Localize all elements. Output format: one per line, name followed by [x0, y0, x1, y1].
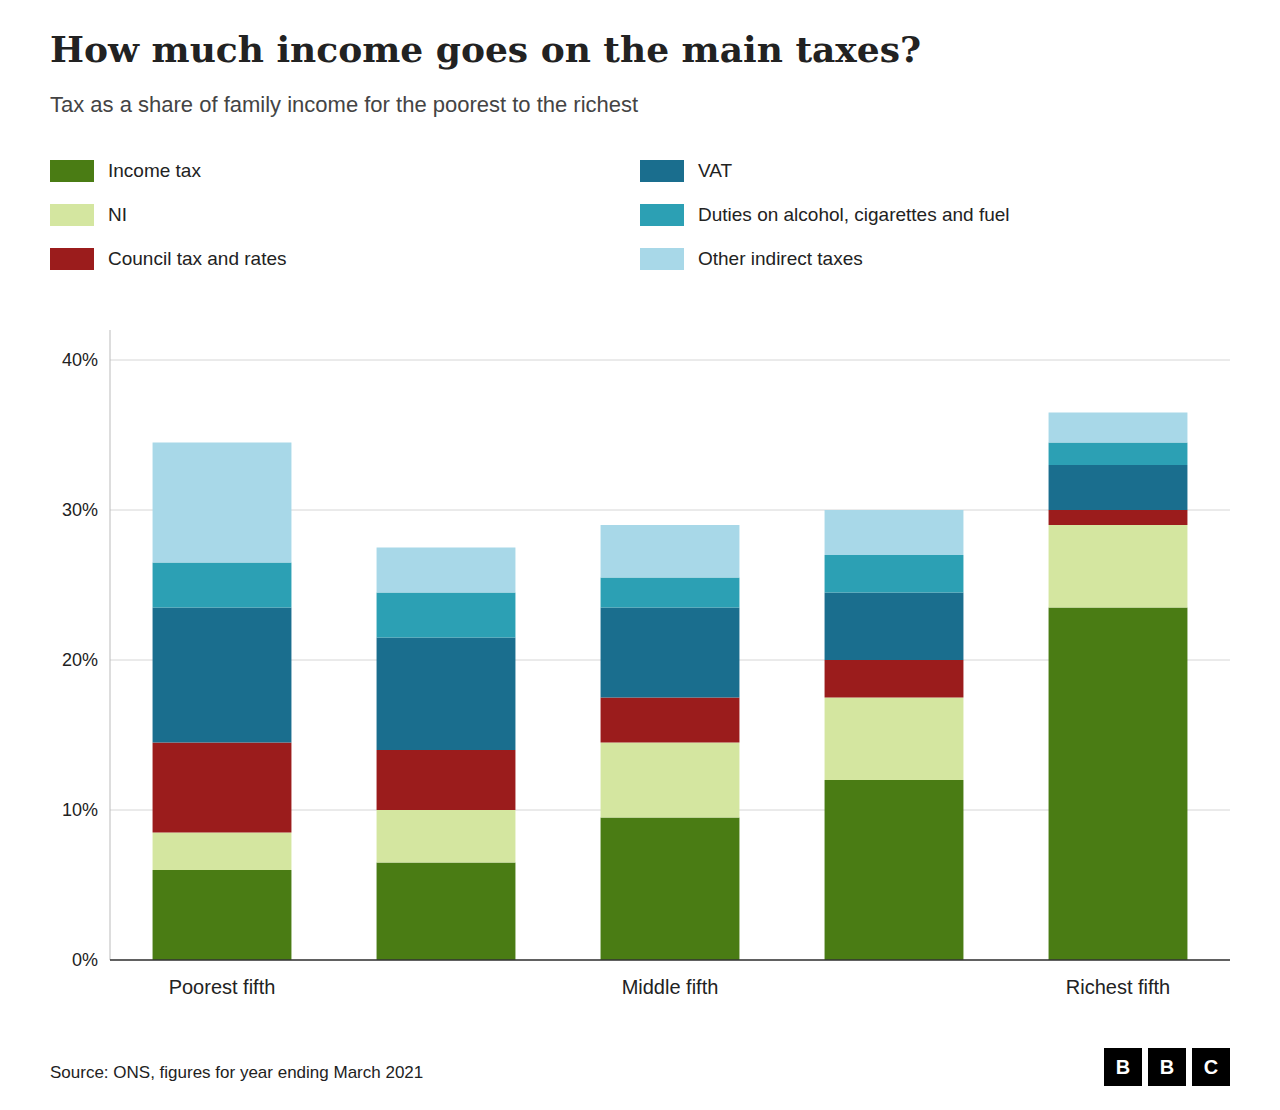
legend-label: NI — [108, 204, 127, 225]
legend-label: Council tax and rates — [108, 248, 287, 269]
grid-line — [110, 960, 1230, 961]
bar-segment — [1049, 443, 1188, 466]
bar-segment — [377, 638, 516, 751]
title: How much income goes on the main taxes? — [50, 28, 921, 70]
bar-segment — [377, 750, 516, 810]
bar-segment — [1049, 608, 1188, 961]
bar-segment — [825, 660, 964, 698]
logo-box — [1148, 1048, 1186, 1086]
y-tick-label: 10% — [62, 800, 98, 820]
grid-line — [110, 360, 1230, 361]
bars — [153, 413, 1188, 961]
bar-segment — [153, 870, 292, 960]
bar-segment — [1049, 465, 1188, 510]
x-tick-label: Poorest fifth — [169, 976, 276, 998]
bar-segment — [377, 863, 516, 961]
y-tick-label: 30% — [62, 500, 98, 520]
bar-segment — [377, 548, 516, 593]
logo-box — [1192, 1048, 1230, 1086]
bar-segment — [377, 810, 516, 863]
bar-segment — [153, 443, 292, 563]
bar-segment — [601, 698, 740, 743]
bar-segment — [153, 608, 292, 743]
bar-segment — [601, 818, 740, 961]
bar-segment — [601, 608, 740, 698]
legend-swatch — [50, 248, 94, 270]
bar-segment — [1049, 510, 1188, 525]
legend-label: Income tax — [108, 160, 201, 181]
subtitle: Tax as a share of family income for the … — [50, 92, 638, 117]
x-tick-label: Middle fifth — [622, 976, 719, 998]
bar-segment — [825, 780, 964, 960]
y-tick-label: 20% — [62, 650, 98, 670]
legend-swatch — [50, 204, 94, 226]
bar-segment — [601, 743, 740, 818]
logo-letter: C — [1204, 1056, 1218, 1078]
bar-segment — [153, 833, 292, 871]
legend-label: VAT — [698, 160, 733, 181]
y-tick-label: 0% — [72, 950, 98, 970]
source: Source: ONS, figures for year ending Mar… — [50, 1063, 423, 1082]
legend-swatch — [640, 204, 684, 226]
logo-letter: B — [1116, 1056, 1130, 1078]
x-tick-label: Richest fifth — [1066, 976, 1170, 998]
bar-segment — [377, 593, 516, 638]
bar-segment — [601, 525, 740, 578]
logo-box — [1104, 1048, 1142, 1086]
y-tick-label: 40% — [62, 350, 98, 370]
bar-segment — [601, 578, 740, 608]
bar-segment — [153, 563, 292, 608]
x-axis-line — [110, 959, 1230, 961]
legend-swatch — [50, 160, 94, 182]
bar-segment — [825, 555, 964, 593]
legend-label: Duties on alcohol, cigarettes and fuel — [698, 204, 1010, 225]
logo-letter: B — [1160, 1056, 1174, 1078]
y-axis-line — [110, 330, 111, 960]
background — [0, 0, 1280, 1110]
bar-segment — [825, 698, 964, 781]
legend-swatch — [640, 160, 684, 182]
legend-label: Other indirect taxes — [698, 248, 863, 269]
bar-segment — [1049, 413, 1188, 443]
bar-segment — [1049, 525, 1188, 608]
bar-segment — [825, 510, 964, 555]
bar-segment — [153, 743, 292, 833]
bar-segment — [825, 593, 964, 661]
chart: How much income goes on the main taxes? T… — [0, 0, 1280, 1110]
legend-swatch — [640, 248, 684, 270]
